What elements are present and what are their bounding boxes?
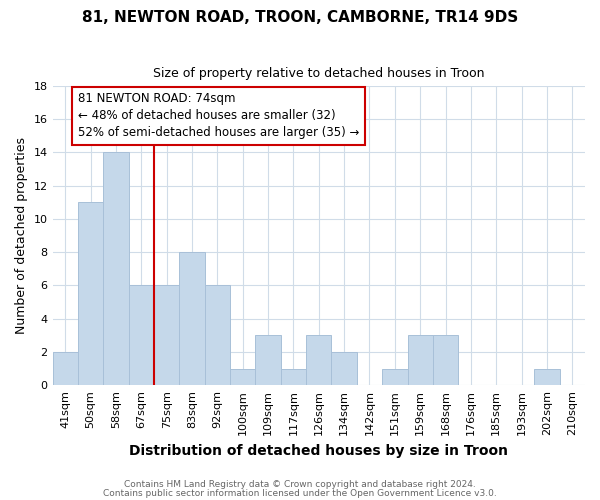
Bar xyxy=(78,202,103,386)
Bar xyxy=(205,286,230,386)
Text: Contains HM Land Registry data © Crown copyright and database right 2024.: Contains HM Land Registry data © Crown c… xyxy=(124,480,476,489)
Bar xyxy=(407,336,433,386)
Bar xyxy=(179,252,205,386)
Bar xyxy=(128,286,154,386)
Bar xyxy=(306,336,331,386)
Bar xyxy=(53,352,78,386)
Bar xyxy=(256,336,281,386)
Text: 81, NEWTON ROAD, TROON, CAMBORNE, TR14 9DS: 81, NEWTON ROAD, TROON, CAMBORNE, TR14 9… xyxy=(82,10,518,25)
Title: Size of property relative to detached houses in Troon: Size of property relative to detached ho… xyxy=(153,68,485,80)
Bar xyxy=(382,368,407,386)
Bar xyxy=(433,336,458,386)
X-axis label: Distribution of detached houses by size in Troon: Distribution of detached houses by size … xyxy=(129,444,508,458)
Bar xyxy=(534,368,560,386)
Bar xyxy=(281,368,306,386)
Bar xyxy=(154,286,179,386)
Bar xyxy=(230,368,256,386)
Y-axis label: Number of detached properties: Number of detached properties xyxy=(15,137,28,334)
Bar xyxy=(103,152,128,386)
Text: Contains public sector information licensed under the Open Government Licence v3: Contains public sector information licen… xyxy=(103,489,497,498)
Bar xyxy=(331,352,357,386)
Text: 81 NEWTON ROAD: 74sqm
← 48% of detached houses are smaller (32)
52% of semi-deta: 81 NEWTON ROAD: 74sqm ← 48% of detached … xyxy=(78,92,359,140)
